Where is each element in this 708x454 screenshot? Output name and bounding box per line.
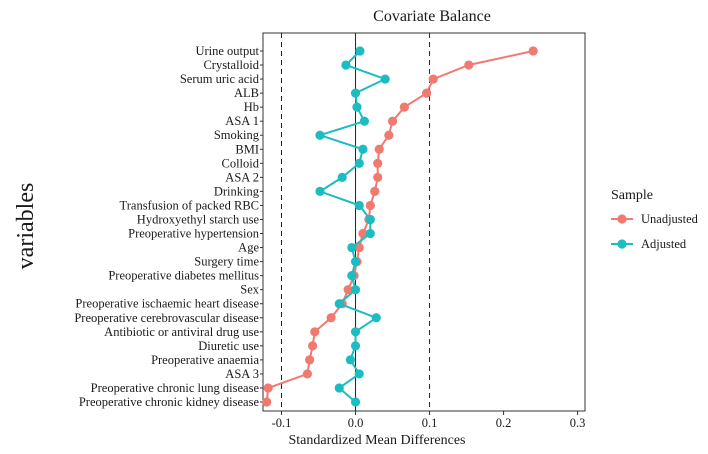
x-tick-label: 0.3: [570, 416, 586, 430]
variable-label: Preoperative ischaemic heart disease: [75, 297, 259, 311]
variable-label: Preoperative chronic lung disease: [91, 381, 260, 395]
y-axis-ticks: [260, 50, 263, 403]
data-point-unadjusted: [343, 285, 353, 295]
variable-label: Serum uric acid: [180, 72, 260, 86]
variable-label: Hb: [244, 100, 259, 114]
series-layer: [262, 46, 538, 407]
variable-label: Hydroxyethyl starch use: [137, 212, 260, 226]
data-point-adjusted: [358, 144, 368, 154]
variable-label: Preoperative diabetes mellitus: [108, 269, 259, 283]
variable-label: Diuretic use: [198, 339, 259, 353]
data-point-adjusted: [365, 214, 375, 225]
y-axis-title: variables: [13, 183, 39, 270]
legend-key-point: [617, 214, 627, 224]
data-point-adjusted: [334, 383, 344, 393]
variable-label: Smoking: [214, 128, 260, 142]
series-adjusted: [315, 46, 390, 407]
data-point-adjusted: [350, 88, 361, 98]
data-point-adjusted: [359, 116, 370, 126]
data-point-adjusted: [347, 271, 357, 281]
data-point-unadjusted: [399, 102, 409, 112]
variable-label: ASA 3: [225, 367, 259, 381]
data-point-adjusted: [334, 299, 344, 309]
data-point-adjusted: [354, 369, 364, 379]
data-point-adjusted: [341, 60, 351, 70]
variable-label: Crystalloid: [203, 58, 259, 72]
data-point-adjusted: [350, 285, 361, 295]
x-axis: -0.1 0.0 0.1 0.2 0.3: [272, 411, 586, 430]
variable-label: Preoperative chronic kidney disease: [79, 395, 260, 409]
data-point-unadjusted: [307, 341, 318, 351]
data-point-adjusted: [350, 327, 361, 337]
data-point-adjusted: [315, 186, 325, 196]
data-point-unadjusted: [428, 74, 438, 84]
legend-label: Unadjusted: [641, 212, 699, 226]
legend-title: Sample: [611, 188, 653, 203]
data-point-adjusted: [365, 228, 375, 239]
chart-title: Covariate Balance: [373, 8, 491, 25]
data-point-adjusted: [352, 102, 362, 112]
data-point-adjusted: [350, 341, 361, 351]
variable-label: Preoperative anaemia: [151, 353, 259, 367]
data-point-unadjusted: [305, 355, 315, 365]
data-point-adjusted: [337, 172, 347, 182]
data-point-adjusted: [354, 200, 364, 211]
data-point-adjusted: [315, 130, 325, 140]
legend-key-point: [617, 239, 627, 249]
data-point-unadjusted: [421, 88, 432, 98]
variable-label: Sex: [240, 283, 260, 297]
x-axis-title: Standardized Mean Differences: [289, 433, 466, 448]
x-tick-label: 0.1: [422, 416, 438, 430]
data-point-unadjusted: [354, 242, 364, 253]
data-point-unadjusted: [370, 186, 380, 196]
data-point-unadjusted: [384, 130, 394, 140]
x-tick-label: 0.2: [496, 416, 512, 430]
data-point-unadjusted: [302, 369, 313, 379]
data-point-unadjusted: [374, 144, 384, 154]
x-tick-label: -0.1: [272, 416, 292, 430]
data-point-adjusted: [355, 46, 365, 56]
variable-label: Antibiotic or antiviral drug use: [104, 325, 259, 339]
legend: Sample Unadjusted Adjusted: [611, 188, 699, 251]
data-point-unadjusted: [528, 46, 538, 56]
variable-label: Drinking: [214, 184, 260, 198]
variable-label: Colloid: [221, 156, 259, 170]
variable-label: BMI: [235, 142, 259, 156]
variable-label: ASA 2: [225, 170, 259, 184]
data-point-adjusted: [345, 355, 355, 365]
variable-label: Age: [238, 241, 259, 255]
data-point-unadjusted: [326, 313, 336, 323]
data-point-unadjusted: [387, 116, 398, 126]
data-point-adjusted: [380, 74, 390, 84]
variable-label: Transfusion of packed RBC: [120, 198, 259, 212]
data-point-unadjusted: [373, 158, 383, 168]
x-tick-label: 0.0: [348, 416, 364, 430]
data-point-adjusted: [350, 257, 361, 267]
data-point-unadjusted: [365, 200, 375, 211]
data-point-unadjusted: [464, 60, 474, 70]
data-point-adjusted: [354, 158, 364, 168]
variable-label: Surgery time: [194, 255, 259, 269]
data-point-unadjusted: [358, 228, 368, 239]
legend-label: Adjusted: [641, 237, 687, 251]
data-point-unadjusted: [263, 383, 273, 393]
data-point-unadjusted: [262, 397, 272, 407]
variable-label: Preoperative cerebrovascular disease: [74, 311, 259, 325]
data-point-adjusted: [350, 397, 361, 407]
data-point-unadjusted: [373, 172, 383, 182]
data-point-adjusted: [347, 242, 357, 253]
variable-label: Urine output: [195, 44, 259, 58]
data-point-adjusted: [371, 313, 381, 323]
variable-label: ASA 1: [225, 114, 259, 128]
variable-label: ALB: [234, 86, 259, 100]
variable-label: Preoperative hypertension: [128, 227, 260, 241]
data-point-unadjusted: [310, 327, 320, 337]
